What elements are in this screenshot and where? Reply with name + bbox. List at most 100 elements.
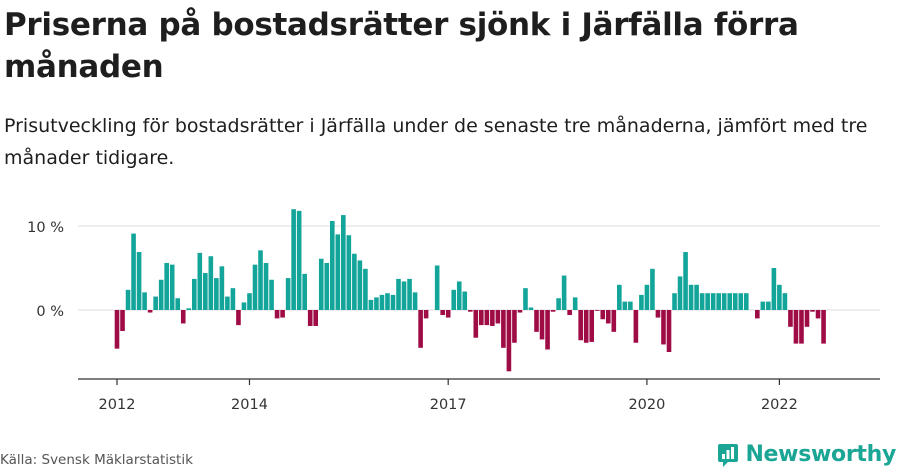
bar (583, 310, 589, 343)
bar (545, 310, 550, 350)
brand-name: Newsworthy (745, 441, 896, 467)
bar (534, 310, 539, 332)
x-tick-label: 2020 (628, 397, 665, 413)
bar (175, 298, 181, 310)
bar (484, 310, 490, 326)
bar (467, 310, 473, 312)
bar (153, 296, 158, 310)
x-tick-label: 2014 (231, 397, 268, 413)
bar (710, 293, 716, 310)
bar (269, 279, 274, 310)
bar (352, 253, 357, 310)
bar (324, 262, 330, 310)
bar (799, 310, 804, 344)
bar (804, 310, 810, 327)
bar (495, 310, 501, 324)
bar (456, 281, 462, 310)
x-tick-label: 2017 (430, 397, 467, 413)
bar (517, 310, 523, 313)
bar (473, 310, 479, 338)
bar (688, 284, 694, 310)
bar (440, 310, 445, 316)
brand-logo[interactable]: Newsworthy (717, 440, 896, 468)
bar (600, 310, 606, 320)
bar (136, 252, 142, 310)
bar (501, 310, 506, 348)
bar (418, 310, 423, 348)
bar (341, 215, 346, 310)
bar (732, 293, 738, 310)
bar (236, 310, 241, 326)
bar (677, 276, 683, 310)
bar (241, 302, 247, 310)
bar (561, 275, 567, 310)
bar (131, 233, 136, 310)
bar (699, 293, 705, 310)
source-note: Källa: Svensk Mäklarstatistik (0, 452, 193, 468)
bar (158, 279, 164, 310)
bar (738, 293, 744, 310)
bar (705, 293, 710, 310)
bar (506, 310, 512, 372)
bar (578, 310, 583, 341)
bar (694, 284, 699, 310)
bar (274, 310, 280, 319)
bar (186, 308, 192, 310)
bar (788, 310, 793, 327)
bar (611, 310, 617, 332)
bar (434, 265, 440, 310)
bar (523, 288, 528, 310)
bar (180, 310, 186, 324)
newsworthy-logo-icon (718, 444, 739, 467)
bar (280, 310, 285, 318)
bar (633, 310, 639, 343)
bar (214, 278, 219, 310)
bar (296, 210, 302, 310)
bar (644, 284, 650, 310)
bar (191, 278, 197, 310)
bar (727, 293, 733, 310)
bar (423, 310, 429, 319)
bar (782, 293, 788, 310)
chart-subtitle: Prisutveckling för bostadsrätter i Järfä… (4, 115, 868, 169)
bar (512, 310, 517, 343)
bar (374, 297, 379, 310)
bar (445, 310, 451, 318)
bar (550, 310, 556, 312)
bar (567, 310, 572, 316)
bar (755, 310, 760, 319)
bar (230, 288, 236, 310)
bar (363, 268, 368, 310)
bar (385, 293, 390, 310)
bar (451, 289, 457, 310)
bar (622, 301, 628, 310)
bar (572, 297, 578, 310)
bar (142, 292, 147, 310)
bar (628, 301, 633, 310)
bar (743, 293, 749, 310)
bar (771, 268, 777, 310)
bar (401, 281, 407, 310)
bar (219, 266, 225, 310)
value-annotation: -4 % (818, 0, 851, 4)
y-tick-label: 10 % (27, 220, 64, 236)
bar (594, 310, 600, 311)
bar (313, 310, 319, 326)
bar (617, 284, 622, 310)
bar (252, 264, 258, 310)
bar (285, 278, 291, 310)
bar (329, 220, 335, 310)
bar (379, 294, 385, 310)
bar (357, 260, 363, 310)
bar (639, 294, 644, 310)
chart-title: Priserna på bostadsrätter sjönk i Järfäl… (4, 7, 799, 85)
bar (291, 209, 296, 310)
bar (197, 252, 203, 310)
bar (605, 310, 611, 324)
bar (164, 262, 169, 310)
bar (672, 293, 677, 310)
bar (793, 310, 799, 344)
bar (589, 310, 595, 342)
bar (169, 264, 175, 310)
bar (556, 298, 561, 310)
